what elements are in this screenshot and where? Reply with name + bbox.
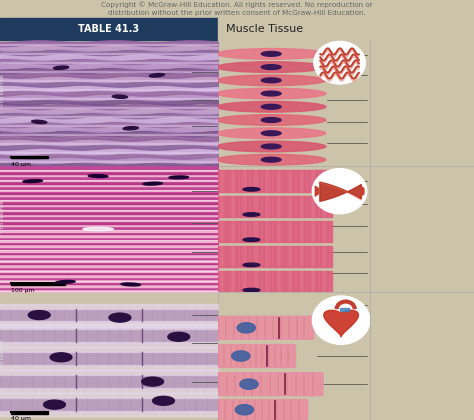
Ellipse shape <box>261 118 281 122</box>
Ellipse shape <box>261 158 281 162</box>
Ellipse shape <box>261 131 281 136</box>
Ellipse shape <box>121 283 141 286</box>
Ellipse shape <box>243 213 260 216</box>
Ellipse shape <box>88 175 108 178</box>
Bar <box>218 221 332 242</box>
Text: Copyright © McGraw-Hill Education. All rights reserved. No reproduction or
distr: Copyright © McGraw-Hill Education. All r… <box>101 1 373 16</box>
Bar <box>11 412 48 414</box>
Ellipse shape <box>44 400 65 409</box>
Ellipse shape <box>217 141 326 152</box>
Ellipse shape <box>123 126 138 130</box>
Ellipse shape <box>243 289 260 292</box>
Circle shape <box>312 296 370 344</box>
Text: 40 μm: 40 μm <box>11 416 31 420</box>
Bar <box>0 375 218 388</box>
Bar <box>218 246 332 268</box>
Ellipse shape <box>50 353 72 362</box>
Ellipse shape <box>153 396 174 405</box>
Ellipse shape <box>243 263 260 267</box>
Ellipse shape <box>149 74 164 77</box>
Text: Muscle Tissue: Muscle Tissue <box>226 24 303 34</box>
FancyBboxPatch shape <box>217 399 308 420</box>
Ellipse shape <box>54 66 69 69</box>
Ellipse shape <box>243 238 260 242</box>
Ellipse shape <box>217 128 326 139</box>
Bar <box>11 283 65 285</box>
Ellipse shape <box>217 154 326 165</box>
Ellipse shape <box>217 115 326 125</box>
Ellipse shape <box>243 188 260 191</box>
Bar <box>0 398 218 411</box>
Circle shape <box>314 41 365 84</box>
Ellipse shape <box>240 379 258 389</box>
Ellipse shape <box>217 101 326 112</box>
Circle shape <box>312 168 367 214</box>
Bar <box>0 329 218 342</box>
Ellipse shape <box>261 105 281 109</box>
FancyBboxPatch shape <box>217 373 323 396</box>
FancyBboxPatch shape <box>217 344 295 368</box>
Bar <box>218 171 332 192</box>
Ellipse shape <box>217 88 326 99</box>
Ellipse shape <box>217 62 326 72</box>
Ellipse shape <box>237 323 255 333</box>
Ellipse shape <box>235 404 254 415</box>
Polygon shape <box>361 186 364 196</box>
Ellipse shape <box>23 180 43 183</box>
Ellipse shape <box>169 176 189 179</box>
Ellipse shape <box>261 52 281 56</box>
Ellipse shape <box>261 144 281 149</box>
Ellipse shape <box>261 78 281 83</box>
Polygon shape <box>324 310 358 337</box>
Ellipse shape <box>142 377 164 386</box>
Ellipse shape <box>168 332 190 341</box>
Ellipse shape <box>261 91 281 96</box>
Text: ©Ed Reschke: ©Ed Reschke <box>0 340 5 372</box>
Ellipse shape <box>232 351 250 361</box>
Bar <box>0 309 218 321</box>
Text: ©Ed Reschke: ©Ed Reschke <box>0 74 5 107</box>
Ellipse shape <box>83 227 113 231</box>
Ellipse shape <box>112 95 128 98</box>
Text: 100 μm: 100 μm <box>11 288 35 293</box>
Text: 40 μm: 40 μm <box>11 162 31 167</box>
Bar <box>218 196 332 217</box>
Ellipse shape <box>32 120 47 123</box>
Ellipse shape <box>143 182 163 185</box>
Text: TABLE 41.3: TABLE 41.3 <box>78 24 139 34</box>
Ellipse shape <box>217 75 326 86</box>
FancyBboxPatch shape <box>217 316 314 339</box>
Ellipse shape <box>261 65 281 69</box>
Ellipse shape <box>217 48 326 59</box>
Bar <box>218 18 474 40</box>
Ellipse shape <box>109 313 131 322</box>
Bar <box>11 157 48 158</box>
Ellipse shape <box>28 310 50 320</box>
Bar <box>0 18 218 40</box>
Bar <box>218 271 332 293</box>
Ellipse shape <box>55 281 75 284</box>
Polygon shape <box>315 186 319 196</box>
Bar <box>0 352 218 365</box>
Text: ©Ed Reschke: ©Ed Reschke <box>0 200 5 233</box>
